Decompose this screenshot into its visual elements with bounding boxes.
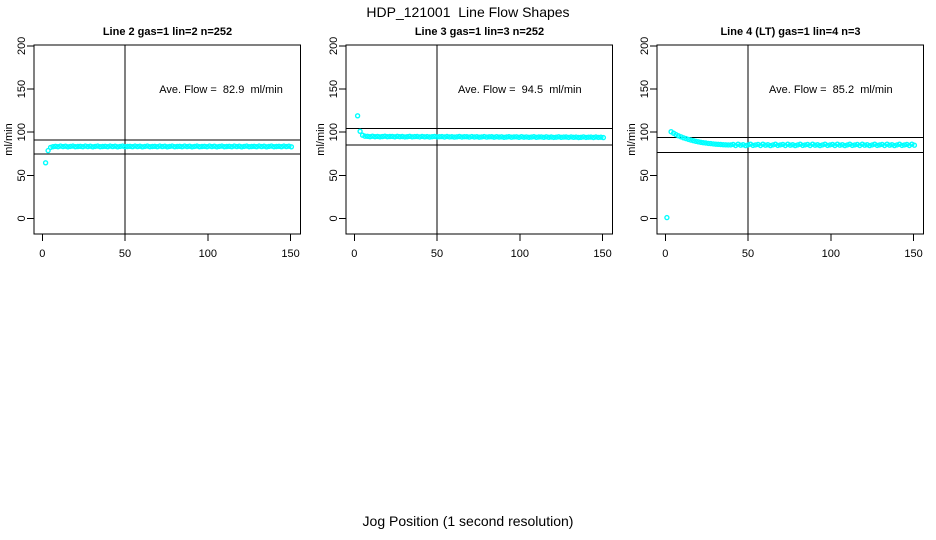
svg-text:0: 0 [351,248,357,260]
panel-3-plot: 0 50 100 150 0 50 100 150 200 ml/min Ave. Flow = 8… [626,37,924,260]
svg-text:0: 0 [662,248,668,260]
svg-text:150: 150 [16,80,28,98]
svg-text:150: 150 [639,80,651,98]
svg-text:200: 200 [16,37,28,55]
figure-xlabel: Jog Position (1 second resolution) [362,513,574,529]
svg-text:Ave. Flow = 94.5 ml/min: Ave. Flow = 94.5 ml/min [458,84,582,96]
svg-text:0: 0 [39,248,45,260]
svg-text:150: 150 [593,248,611,260]
svg-text:200: 200 [639,37,651,55]
svg-text:ml/min: ml/min [626,123,638,155]
svg-text:0: 0 [639,215,651,221]
svg-text:50: 50 [639,169,651,181]
svg-text:150: 150 [904,248,922,260]
svg-text:150: 150 [281,248,299,260]
svg-text:100: 100 [16,123,28,141]
svg-text:0: 0 [16,215,28,221]
svg-text:50: 50 [328,169,340,181]
svg-text:50: 50 [742,248,754,260]
panel-1-title: Line 2 gas=1 lin=2 n=252 [102,26,233,38]
panel-2-plot: 0 50 100 150 0 50 100 150 200 ml/min Ave. Flow = 9… [315,37,613,260]
svg-text:100: 100 [199,248,217,260]
svg-text:100: 100 [328,123,340,141]
svg-text:100: 100 [639,123,651,141]
panel-1-plot: 0 50 100 150 0 50 100 150 200 ml/min Ave. Flow = 8… [3,37,301,260]
figure-title: HDP_121001 Line Flow Shapes [366,4,570,20]
svg-text:50: 50 [16,169,28,181]
svg-text:50: 50 [119,248,131,260]
panel-3-title: Line 4 (LT) gas=1 lin=4 n=3 [720,26,861,38]
svg-text:100: 100 [822,248,840,260]
svg-text:Ave. Flow = 85.2 ml/min: Ave. Flow = 85.2 ml/min [769,84,893,96]
svg-text:Ave. Flow = 82.9 ml/min: Ave. Flow = 82.9 ml/min [159,84,283,96]
svg-text:ml/min: ml/min [315,123,327,155]
svg-text:100: 100 [511,248,529,260]
panel-2-title: Line 3 gas=1 lin=3 n=252 [414,26,545,38]
svg-text:ml/min: ml/min [3,123,15,155]
svg-text:200: 200 [328,37,340,55]
svg-text:150: 150 [328,80,340,98]
svg-text:50: 50 [431,248,443,260]
svg-text:0: 0 [328,215,340,221]
